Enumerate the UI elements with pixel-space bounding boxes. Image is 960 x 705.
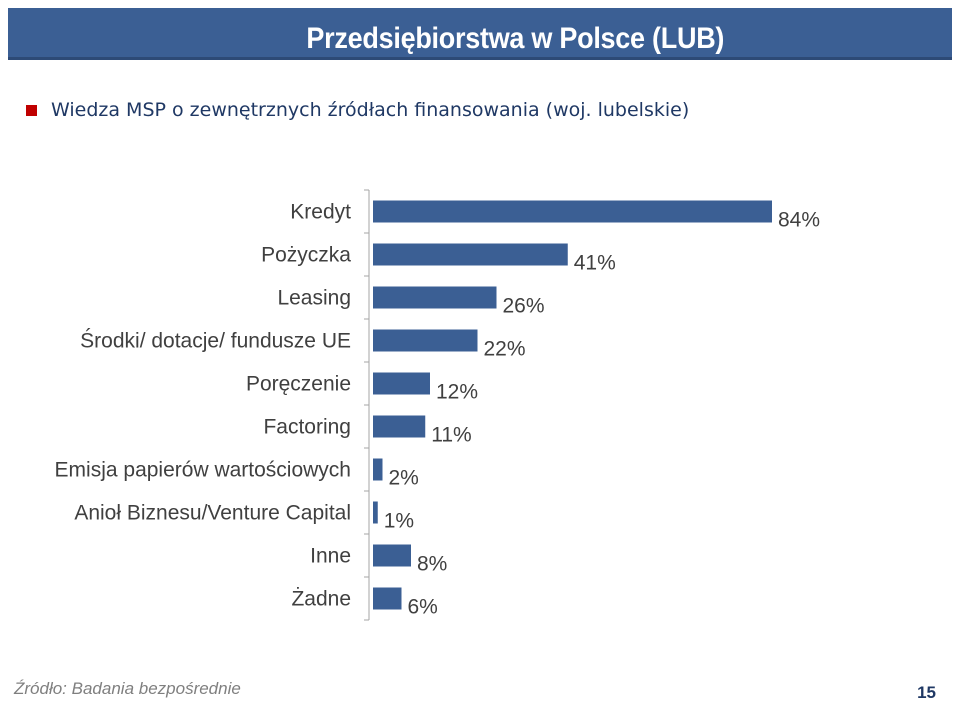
- bar-0: [373, 200, 772, 223]
- bar-7: [373, 501, 378, 524]
- bar-1: [373, 243, 568, 266]
- subtitle-row: Wiedza MSP o zewnętrznych źródłach finan…: [26, 96, 689, 124]
- value-label: 6%: [408, 596, 438, 619]
- value-label: 22%: [484, 338, 526, 361]
- category-label: Żadne: [291, 588, 351, 611]
- bar-6: [373, 458, 383, 481]
- category-label: Leasing: [277, 287, 351, 310]
- value-label: 12%: [436, 381, 478, 404]
- page-title: Przedsiębiorstwa w Polsce (LUB): [306, 22, 724, 55]
- category-label: Inne: [310, 545, 351, 568]
- value-label: 41%: [574, 252, 616, 275]
- category-label: Środki/ dotacje/ fundusze UE: [80, 329, 351, 353]
- value-label: 8%: [417, 553, 447, 576]
- bar-2: [373, 286, 497, 309]
- chart-labels: Kredyt 84% Pożyczka 41% Leasing 26% Środki/ do…: [55, 201, 820, 619]
- category-label: Emisja papierów wartościowych: [55, 459, 351, 482]
- bar-9: [373, 587, 402, 610]
- category-label: Poręczenie: [246, 373, 351, 396]
- bar-4: [373, 372, 430, 395]
- value-label: 26%: [503, 295, 545, 318]
- category-label: Kredyt: [290, 201, 351, 224]
- category-label: Anioł Biznesu/Venture Capital: [74, 502, 351, 525]
- source-note: Źródło: Badania bezpośrednie: [14, 679, 241, 698]
- value-label: 84%: [778, 209, 820, 232]
- chart-axis: [364, 189, 370, 621]
- category-label: Pożyczka: [261, 244, 351, 267]
- header-bar: Przedsiębiorstwa w Polsce (LUB): [8, 8, 952, 60]
- bar-8: [373, 544, 411, 567]
- bar-5: [373, 415, 426, 438]
- category-label: Factoring: [263, 416, 351, 439]
- bullet-square-icon: [26, 104, 37, 116]
- value-label: 11%: [431, 424, 471, 447]
- value-label: 1%: [384, 510, 414, 533]
- chart-bars: [373, 200, 772, 610]
- value-label: 2%: [389, 467, 419, 490]
- bar-3: [373, 329, 478, 352]
- page-number: 15: [917, 683, 936, 702]
- chart-subtitle: Wiedza MSP o zewnętrznych źródłach finan…: [51, 99, 690, 121]
